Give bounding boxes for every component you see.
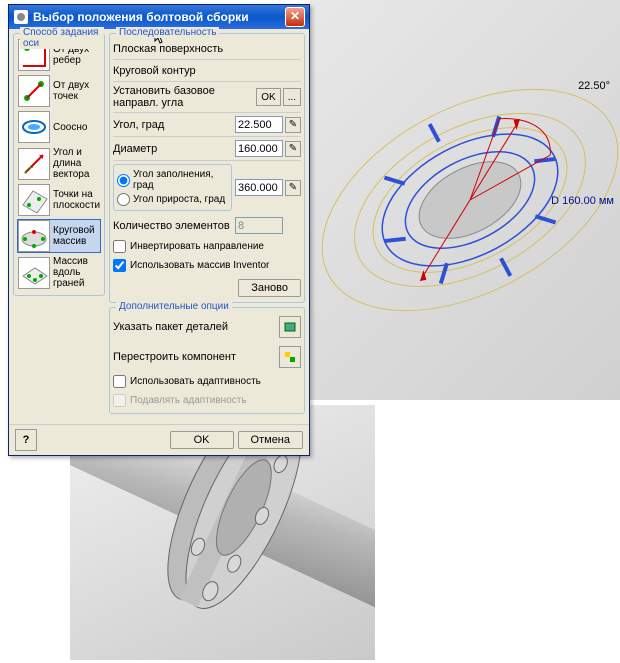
suppress-adaptivity-label: Подавлять адаптивность <box>130 395 247 406</box>
axis-method-fieldset: Способ задания оси От двух реберОт двух … <box>13 33 105 296</box>
base-direction-label: Установить базовое направл. угла <box>113 85 254 109</box>
close-button[interactable]: ✕ <box>285 7 305 27</box>
fill-angle-label: Угол заполнения, град <box>133 169 228 191</box>
suppress-adaptivity-checkbox <box>113 394 126 407</box>
use-adaptivity-checkbox[interactable] <box>113 375 126 388</box>
invert-direction-checkbox[interactable] <box>113 240 126 253</box>
axis-two-points[interactable]: От двух точек <box>17 74 101 108</box>
ok-button[interactable]: OK <box>170 431 234 449</box>
diameter-label: Диаметр <box>113 143 235 155</box>
edit-fill-icon[interactable]: ✎ <box>285 180 301 196</box>
use-inventor-checkbox[interactable] <box>113 259 126 272</box>
additional-options-fieldset: Дополнительные опции Указать пакет детал… <box>109 307 305 414</box>
edit-diameter-icon[interactable]: ✎ <box>285 141 301 157</box>
bolt-position-dialog: Выбор положения болтовой сборки ✕ Способ… <box>8 4 310 456</box>
diameter-input[interactable] <box>235 140 283 157</box>
axis-angle-vector-label: Угол и длина вектора <box>53 147 100 180</box>
axis-two-points-label: От двух точек <box>53 80 100 102</box>
viewport-top: 22.50° D 160.00 мм <box>310 0 620 400</box>
dialog-title: Выбор положения болтовой сборки <box>33 10 249 24</box>
axis-array-faces-icon <box>18 257 50 289</box>
invert-direction-label: Инвертировать направление <box>130 241 264 252</box>
rebuild-component-label: Перестроить компонент <box>113 351 236 363</box>
incr-angle-radio[interactable] <box>117 193 130 206</box>
axis-coaxial-icon <box>18 111 50 143</box>
additional-title: Дополнительные опции <box>116 301 232 312</box>
base-more-button[interactable]: ... <box>283 88 301 106</box>
sequence-fieldset: Последовательность Плоская поверхность К… <box>109 33 305 303</box>
dialog-footer: ? OK Отмена <box>9 424 309 455</box>
axis-points-plane-icon <box>18 184 50 216</box>
axis-two-points-icon <box>18 75 50 107</box>
circular-contour-label: Круговой контур <box>113 65 301 77</box>
fill-angle-radio[interactable] <box>117 174 130 187</box>
flat-surface-label: Плоская поверхность <box>113 43 301 55</box>
angle-input[interactable] <box>235 116 283 133</box>
edit-angle-icon[interactable]: ✎ <box>285 117 301 133</box>
axis-points-plane-label: Точки на плоскости <box>53 189 100 211</box>
specify-package-button[interactable] <box>279 316 301 338</box>
cancel-button[interactable]: Отмена <box>238 431 303 449</box>
axis-points-plane[interactable]: Точки на плоскости <box>17 183 101 217</box>
titlebar[interactable]: Выбор положения болтовой сборки ✕ <box>9 5 309 29</box>
axis-circular-array-icon <box>18 220 50 252</box>
specify-package-label: Указать пакет деталей <box>113 321 228 333</box>
axis-array-faces-label: Массив вдоль граней <box>53 256 100 289</box>
axis-angle-vector-icon <box>18 148 50 180</box>
axis-method-title: Способ задания оси <box>20 27 104 49</box>
axis-coaxial-label: Соосно <box>53 122 87 133</box>
axis-coaxial[interactable]: Соосно <box>17 110 101 144</box>
restart-button[interactable]: Заново <box>238 279 301 297</box>
fill-angle-input[interactable] <box>235 179 283 196</box>
sequence-title: Последовательность <box>116 27 219 38</box>
axis-circular-array[interactable]: Круговой массив <box>17 219 101 253</box>
count-label: Количество элементов <box>113 220 235 232</box>
rebuild-component-button[interactable] <box>279 346 301 368</box>
angle-annotation: 22.50° <box>578 80 610 92</box>
count-input <box>235 217 283 234</box>
help-button[interactable]: ? <box>15 429 37 451</box>
axis-angle-vector[interactable]: Угол и длина вектора <box>17 146 101 181</box>
use-inventor-label: Использовать массив Inventor <box>130 260 269 271</box>
axis-circular-array-label: Круговой массив <box>53 225 100 247</box>
angle-label: Угол, град <box>113 119 235 131</box>
diameter-annotation: D 160.00 мм <box>551 195 614 207</box>
base-ok-button[interactable]: OK <box>256 88 280 106</box>
app-icon <box>13 9 29 25</box>
incr-angle-label: Угол прироста, град <box>133 194 225 205</box>
angle-mode-group: Угол заполнения, град Угол прироста, гра… <box>113 164 232 211</box>
axis-array-faces[interactable]: Массив вдоль граней <box>17 255 101 290</box>
use-adaptivity-label: Использовать адаптивность <box>130 376 261 387</box>
